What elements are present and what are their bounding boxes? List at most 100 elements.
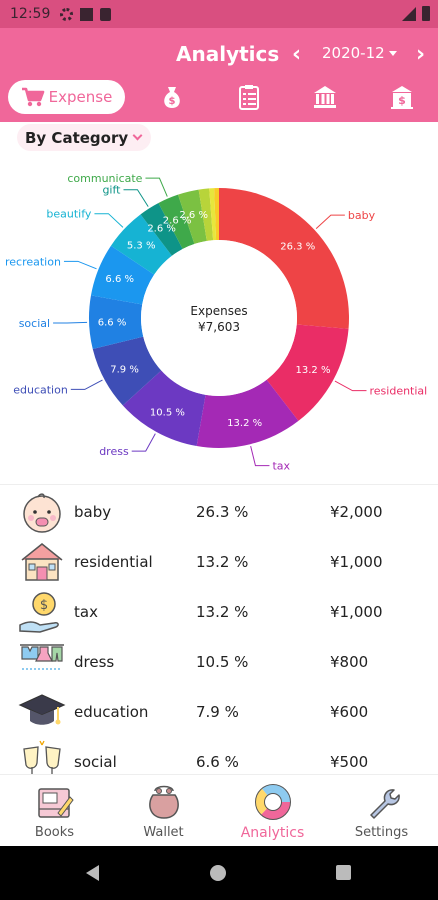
nav-settings-label: Settings (354, 825, 409, 840)
pie-slice-baby[interactable] (219, 188, 349, 329)
nav-wallet[interactable]: Wallet (109, 775, 218, 847)
bank-icon[interactable] (312, 84, 338, 110)
pie-slice-segment-13[interactable] (214, 188, 219, 241)
slice-name-label: baby (348, 209, 376, 222)
leader-line (315, 214, 345, 229)
leader-line (145, 177, 168, 197)
cart-icon (21, 87, 44, 107)
list-item[interactable]: residential 13.2 % ¥1,000 (0, 537, 438, 587)
baby-icon (23, 493, 61, 533)
back-icon[interactable] (86, 865, 99, 881)
slice-name-label: tax (272, 460, 290, 473)
tab-expense-label: Expense (48, 88, 113, 106)
pie-slice-residential[interactable] (266, 324, 349, 421)
system-nav-bar (0, 846, 438, 900)
tab-expense[interactable]: Expense (8, 80, 125, 114)
slice-percent-label: 10.5 % (150, 408, 185, 419)
item-percent: 13.2 % (196, 603, 249, 621)
coin-hand-icon: $ (19, 592, 59, 633)
wallet-icon (149, 785, 179, 819)
slice-percent-label: 26.3 % (280, 242, 315, 253)
slice-percent-label: 6.6 % (98, 318, 127, 329)
leader-line (70, 379, 103, 390)
leader-line (63, 260, 97, 270)
settings-status-icon (60, 7, 74, 21)
item-amount: ¥1,000 (330, 603, 383, 621)
expense-donut-chart: 26.3 % 13.2 % 13.2 % 10.5 % 7.9 % 6.6 % 6.6 % 5… (5, 172, 428, 473)
list-item[interactable]: dress 10.5 % ¥800 (0, 637, 438, 687)
slice-name-label: gift (102, 184, 121, 197)
clipboard-icon[interactable] (236, 84, 262, 110)
pie-slice-communicate[interactable] (158, 194, 195, 249)
mail-status-icon (80, 7, 94, 21)
svg-text:$: $ (398, 94, 406, 107)
item-amount: ¥800 (330, 653, 369, 671)
pie-slice-segment-12[interactable] (209, 188, 217, 241)
pie-slice-segment-11[interactable] (198, 188, 214, 241)
leader-line (123, 189, 149, 207)
pie-slice-social[interactable] (89, 295, 144, 349)
graduation-cap-icon (18, 694, 66, 725)
list-item[interactable]: education 7.9 % ¥600 (0, 687, 438, 737)
slice-percent-label: 6.6 % (105, 274, 134, 285)
slice-percent-label: 13.2 % (227, 418, 262, 429)
caret-down-icon (388, 51, 397, 56)
money-bag-icon[interactable]: $ (159, 84, 185, 110)
category-list: baby 26.3 % ¥2,000 residential 13.2 % ¥1… (0, 484, 438, 774)
nav-books[interactable]: Books (0, 775, 109, 847)
svg-text:$: $ (169, 96, 176, 107)
chevron-right-icon[interactable]: › (416, 42, 426, 67)
item-amount: ¥600 (330, 703, 369, 721)
nav-settings[interactable]: Settings (327, 775, 436, 847)
pie-slice-recreation[interactable] (90, 245, 155, 305)
battery-icon (422, 6, 430, 21)
nav-wallet-label: Wallet (143, 825, 184, 840)
donut-chart-icon (255, 784, 291, 820)
item-percent: 13.2 % (196, 553, 249, 571)
pie-slice-tax[interactable] (196, 379, 299, 448)
bottom-nav: Books Wallet Analytics Settings (0, 774, 438, 846)
slice-name-label: recreation (5, 255, 61, 268)
nav-analytics[interactable]: Analytics (218, 775, 327, 847)
slice-percent-label: 13.2 % (296, 365, 331, 376)
chart-center-value: ¥7,603 (198, 320, 240, 334)
slice-percent-label: 2.6 % (179, 210, 208, 221)
recent-apps-icon[interactable] (336, 865, 351, 880)
month-selector[interactable]: 2020-12 (322, 44, 397, 62)
chevron-left-icon[interactable]: ‹ (292, 42, 302, 67)
pie-slice-beautify[interactable] (110, 214, 172, 275)
pie-slice-segment-10[interactable] (178, 189, 207, 244)
item-amount: ¥1,000 (330, 553, 383, 571)
category-filter-dropdown[interactable]: By Category (17, 124, 152, 151)
home-icon[interactable] (210, 865, 226, 881)
building-icon[interactable]: $ (389, 84, 415, 110)
item-name: dress (74, 653, 115, 671)
pie-slice-gift[interactable] (140, 202, 183, 256)
item-percent: 10.5 % (196, 653, 249, 671)
list-item[interactable]: $ tax 13.2 % ¥1,000 (0, 587, 438, 637)
slice-name-label: residential (370, 385, 428, 398)
list-item[interactable]: social 6.6 % ¥500 (0, 737, 438, 774)
item-amount: ¥2,000 (330, 503, 383, 521)
list-item[interactable]: baby 26.3 % ¥2,000 (0, 487, 438, 537)
nav-analytics-label: Analytics (240, 825, 305, 841)
item-percent: 26.3 % (196, 503, 249, 521)
status-time: 12:59 (10, 6, 51, 22)
clothes-icon (20, 644, 64, 670)
slice-name-label: beautify (46, 208, 92, 221)
leader-line (250, 446, 270, 467)
book-icon (38, 788, 74, 818)
leader-line (53, 321, 88, 324)
slice-name-label: communicate (67, 172, 142, 185)
item-name: tax (74, 603, 98, 621)
pie-slice-dress[interactable] (122, 370, 206, 447)
item-percent: 6.6 % (196, 753, 239, 771)
category-filter-label: By Category (25, 128, 129, 147)
slice-name-label: dress (99, 445, 129, 458)
item-name: social (74, 753, 117, 771)
wrench-icon (370, 789, 400, 819)
slice-name-label: social (19, 317, 50, 330)
pie-slice-education[interactable] (92, 336, 162, 406)
page-title: Analytics (176, 42, 280, 66)
slice-percent-label: 5.3 % (127, 241, 156, 252)
